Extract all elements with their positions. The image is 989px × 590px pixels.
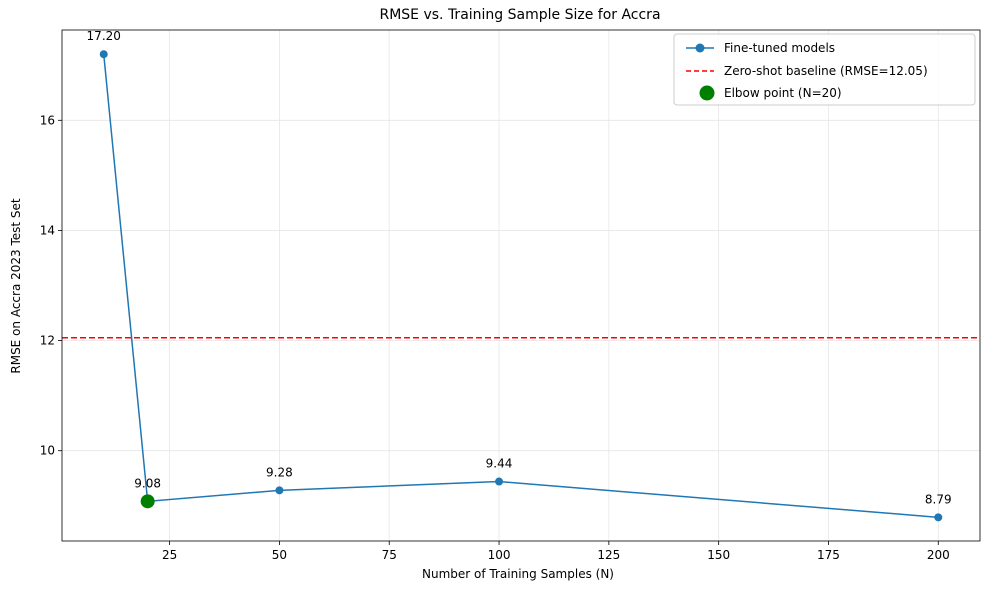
x-tick-label-6: 175 xyxy=(817,548,840,562)
x-axis-label: Number of Training Samples (N) xyxy=(422,567,614,581)
data-label-4: 8.79 xyxy=(925,492,952,506)
y-tick-label-0: 10 xyxy=(40,444,55,458)
x-tick-label-4: 125 xyxy=(597,548,620,562)
legend: Fine-tuned models Zero-shot baseline (RM… xyxy=(673,33,976,106)
y-axis-label: RMSE on Accra 2023 Test Set xyxy=(9,198,23,374)
legend-frame xyxy=(673,33,976,106)
x-tick-label-1: 50 xyxy=(272,548,287,562)
data-label-1: 9.08 xyxy=(134,476,161,490)
chart-title: RMSE vs. Training Sample Size for Accra xyxy=(379,7,660,23)
x-tick-label-0: 25 xyxy=(162,548,177,562)
series-line-0 xyxy=(102,54,939,519)
y-tick-label-3: 16 xyxy=(40,113,55,127)
data-label-2: 9.28 xyxy=(266,465,293,479)
legend-elbow-swatch xyxy=(699,85,715,101)
data-label-3: 9.44 xyxy=(486,457,513,471)
legend-series-label: Fine-tuned models xyxy=(724,41,835,55)
data-point-4 xyxy=(934,513,943,522)
x-tick-label-2: 75 xyxy=(382,548,397,562)
y-tick-label-1: 12 xyxy=(40,334,55,348)
x-tick-label-3: 100 xyxy=(488,548,511,562)
data-point-0 xyxy=(99,50,108,59)
legend-marker-swatch xyxy=(695,43,705,53)
x-tick-label-7: 200 xyxy=(927,548,950,562)
axes: 25 50 75 100 125 150 175 200 10 12 14 16 xyxy=(40,29,981,562)
data-label-0: 17.20 xyxy=(87,29,121,43)
elbow-point-marker xyxy=(140,494,155,509)
x-tick-label-5: 150 xyxy=(707,548,730,562)
grid xyxy=(62,30,980,541)
legend-baseline-label: Zero-shot baseline (RMSE=12.05) xyxy=(724,64,928,78)
data-point-2 xyxy=(275,486,284,495)
y-tick-label-2: 14 xyxy=(40,223,55,237)
plot-area: 17.20 9.08 9.28 9.44 8.79 xyxy=(62,29,980,522)
axes-frame xyxy=(61,29,981,542)
data-point-3 xyxy=(495,477,504,486)
legend-elbow-label: Elbow point (N=20) xyxy=(724,86,842,100)
